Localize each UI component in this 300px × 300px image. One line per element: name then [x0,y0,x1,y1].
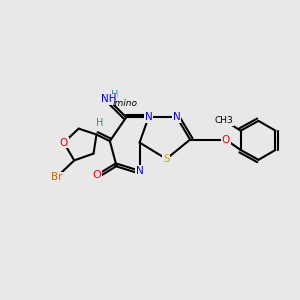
Text: N: N [145,112,152,122]
Text: S: S [163,154,170,164]
Text: O: O [60,138,68,148]
Text: N: N [136,166,143,176]
Text: Br: Br [51,172,62,182]
Text: H: H [111,90,118,100]
Text: O: O [92,170,101,180]
Text: imino: imino [112,99,137,108]
Text: O: O [222,135,230,145]
Text: NH: NH [100,94,116,104]
Text: H: H [96,118,103,128]
Text: CH3: CH3 [215,116,234,125]
Text: N: N [173,112,181,122]
